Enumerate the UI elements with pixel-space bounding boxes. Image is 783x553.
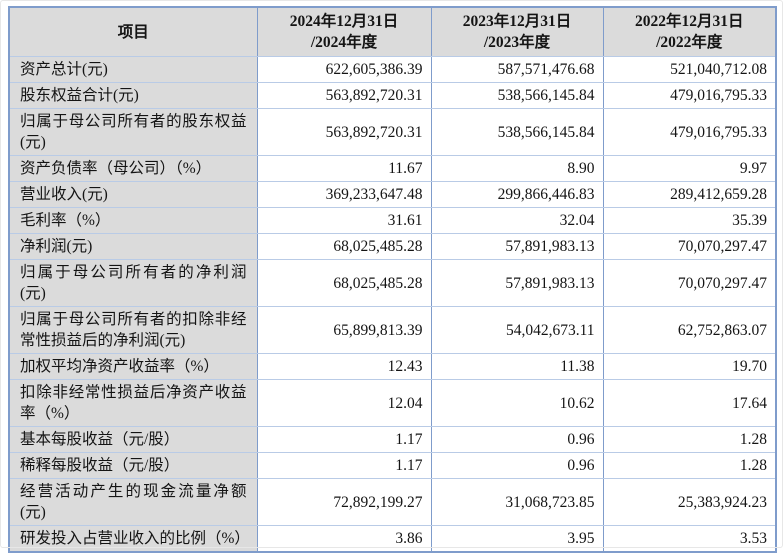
table-row: 归属于母公司所有者的扣除非经常性损益后的净利润(元) 65,899,813.39… <box>8 306 777 354</box>
column-header-item: 项目 <box>8 6 258 57</box>
value-cell-2023: 57,891,983.13 <box>430 233 604 260</box>
value-cell-2022: 35.39 <box>602 207 777 234</box>
value-cell-2022: 25,383,924.23 <box>602 478 777 526</box>
value-cell-2023: 587,571,476.68 <box>430 56 604 83</box>
table-row: 经营活动产生的现金流量净额(元) 72,892,199.27 31,068,72… <box>8 478 777 526</box>
column-header-2023-date: 2023年12月31日 <box>462 13 572 30</box>
value-cell-2023: 57,891,983.13 <box>430 259 604 307</box>
value-cell-2022: 9.97 <box>602 155 777 182</box>
column-header-2024-year: /2024年度 <box>310 34 378 51</box>
row-label-cell: 毛利率（%） <box>8 207 258 234</box>
value-cell-2024: 65,899,813.39 <box>256 306 432 354</box>
value-cell-2024: 31.61 <box>256 207 432 234</box>
value-cell-2023: 11.38 <box>430 353 604 380</box>
value-cell-2024: 72,892,199.27 <box>256 478 432 526</box>
value-cell-2023: 3.95 <box>430 525 604 553</box>
row-label-cell: 基本每股收益（元/股） <box>8 426 258 453</box>
column-header-2022-date: 2022年12月31日 <box>634 13 744 30</box>
row-label-cell: 归属于母公司所有者的股东权益(元) <box>8 108 258 156</box>
value-cell-2022: 70,070,297.47 <box>602 233 777 260</box>
row-label-cell: 经营活动产生的现金流量净额(元) <box>8 478 258 526</box>
row-label-cell: 资产总计(元) <box>8 56 258 83</box>
value-cell-2023: 8.90 <box>430 155 604 182</box>
value-cell-2022: 289,412,659.28 <box>602 181 777 208</box>
value-cell-2022: 17.64 <box>602 379 777 427</box>
value-cell-2023: 538,566,145.84 <box>430 108 604 156</box>
value-cell-2023: 32.04 <box>430 207 604 234</box>
value-cell-2024: 12.04 <box>256 379 432 427</box>
table-row: 资产总计(元) 622,605,386.39 587,571,476.68 52… <box>8 56 777 83</box>
row-label-cell: 资产负债率（母公司）（%） <box>8 155 258 182</box>
table-row: 归属于母公司所有者的净利润(元) 68,025,485.28 57,891,98… <box>8 259 777 307</box>
value-cell-2024: 622,605,386.39 <box>256 56 432 83</box>
table-row: 营业收入(元) 369,233,647.48 299,866,446.83 28… <box>8 181 777 208</box>
table-row: 资产负债率（母公司）（%） 11.67 8.90 9.97 <box>8 155 777 182</box>
table-header-row: 项目 2024年12月31日 /2024年度 2023年12月31日 /2023… <box>8 6 777 57</box>
value-cell-2023: 54,042,673.11 <box>430 306 604 354</box>
value-cell-2023: 31,068,723.85 <box>430 478 604 526</box>
value-cell-2023: 538,566,145.84 <box>430 82 604 109</box>
table-row: 稀释每股收益（元/股） 1.17 0.96 1.28 <box>8 452 777 479</box>
row-label-cell: 加权平均净资产收益率（%） <box>8 353 258 380</box>
value-cell-2024: 563,892,720.31 <box>256 108 432 156</box>
row-label-cell: 归属于母公司所有者的净利润(元) <box>8 259 258 307</box>
value-cell-2022: 1.28 <box>602 452 777 479</box>
table-row: 股东权益合计(元) 563,892,720.31 538,566,145.84 … <box>8 82 777 109</box>
value-cell-2024: 563,892,720.31 <box>256 82 432 109</box>
row-label-cell: 归属于母公司所有者的扣除非经常性损益后的净利润(元) <box>8 306 258 354</box>
table-row: 归属于母公司所有者的股东权益(元) 563,892,720.31 538,566… <box>8 108 777 156</box>
value-cell-2024: 12.43 <box>256 353 432 380</box>
table-row: 基本每股收益（元/股） 1.17 0.96 1.28 <box>8 426 777 453</box>
value-cell-2022: 3.53 <box>602 525 777 553</box>
value-cell-2024: 1.17 <box>256 452 432 479</box>
column-header-2024-date: 2024年12月31日 <box>289 13 399 30</box>
value-cell-2024: 68,025,485.28 <box>256 259 432 307</box>
column-header-2024: 2024年12月31日 /2024年度 <box>256 6 432 57</box>
row-label-cell: 稀释每股收益（元/股） <box>8 452 258 479</box>
column-header-2022-year: /2022年度 <box>656 34 723 51</box>
table-row: 研发投入占营业收入的比例（%） 3.86 3.95 3.53 <box>8 525 777 553</box>
financial-summary-table: 项目 2024年12月31日 /2024年度 2023年12月31日 /2023… <box>8 6 777 553</box>
column-header-2022: 2022年12月31日 /2022年度 <box>602 6 777 57</box>
table-row: 加权平均净资产收益率（%） 12.43 11.38 19.70 <box>8 353 777 380</box>
column-header-2023-year: /2023年度 <box>483 34 551 51</box>
value-cell-2023: 0.96 <box>430 426 604 453</box>
value-cell-2022: 1.28 <box>602 426 777 453</box>
value-cell-2022: 19.70 <box>602 353 777 380</box>
row-label-cell: 净利润(元) <box>8 233 258 260</box>
value-cell-2022: 521,040,712.08 <box>602 56 777 83</box>
row-label-cell: 研发投入占营业收入的比例（%） <box>8 525 258 553</box>
value-cell-2024: 3.86 <box>256 525 432 553</box>
row-label-cell: 扣除非经常性损益后净资产收益率（%） <box>8 379 258 427</box>
value-cell-2023: 0.96 <box>430 452 604 479</box>
table-row: 毛利率（%） 31.61 32.04 35.39 <box>8 207 777 234</box>
table-row: 净利润(元) 68,025,485.28 57,891,983.13 70,07… <box>8 233 777 260</box>
value-cell-2022: 62,752,863.07 <box>602 306 777 354</box>
value-cell-2022: 479,016,795.33 <box>602 108 777 156</box>
table-body: 资产总计(元) 622,605,386.39 587,571,476.68 52… <box>8 56 777 553</box>
value-cell-2023: 10.62 <box>430 379 604 427</box>
row-label-cell: 股东权益合计(元) <box>8 82 258 109</box>
table-row: 扣除非经常性损益后净资产收益率（%） 12.04 10.62 17.64 <box>8 379 777 427</box>
value-cell-2024: 68,025,485.28 <box>256 233 432 260</box>
column-header-2023: 2023年12月31日 /2023年度 <box>430 6 604 57</box>
row-label-cell: 营业收入(元) <box>8 181 258 208</box>
value-cell-2023: 299,866,446.83 <box>430 181 604 208</box>
value-cell-2024: 1.17 <box>256 426 432 453</box>
value-cell-2022: 479,016,795.33 <box>602 82 777 109</box>
value-cell-2022: 70,070,297.47 <box>602 259 777 307</box>
value-cell-2024: 369,233,647.48 <box>256 181 432 208</box>
value-cell-2024: 11.67 <box>256 155 432 182</box>
